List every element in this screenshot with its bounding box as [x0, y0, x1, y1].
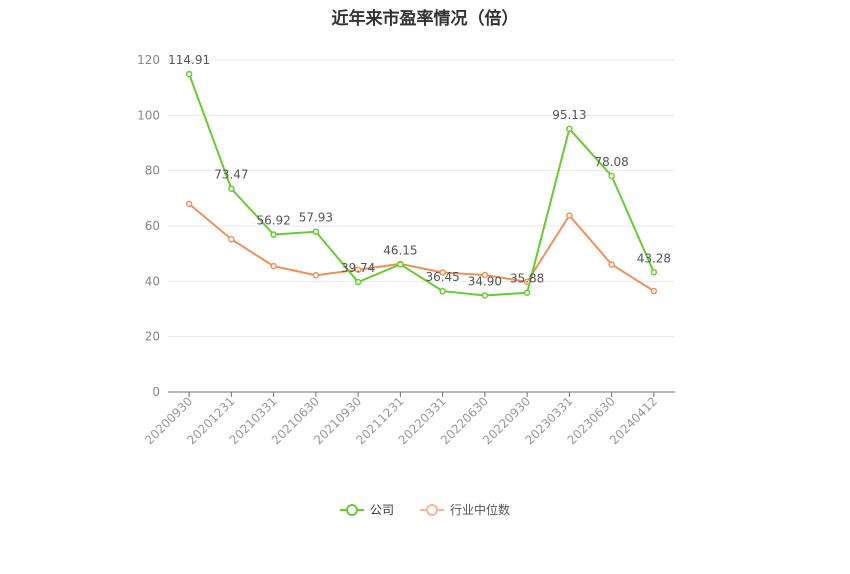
data-point[interactable]	[523, 289, 531, 296]
data-point[interactable]	[270, 262, 277, 270]
data-point[interactable]	[228, 236, 235, 243]
legend-swatch-company	[339, 503, 364, 517]
data-point[interactable]	[481, 271, 489, 279]
data-label: 95.13	[552, 108, 586, 122]
data-label: 73.47	[214, 168, 248, 182]
data-point[interactable]	[354, 266, 362, 273]
data-point[interactable]	[650, 287, 658, 295]
data-label: 56.92	[256, 214, 290, 228]
data-point[interactable]	[566, 125, 573, 133]
y-tick-label: 60	[145, 219, 160, 233]
y-tick-label: 80	[145, 164, 160, 178]
data-label: 78.08	[594, 155, 628, 169]
data-label: 57.93	[299, 211, 333, 225]
data-label: 39.74	[341, 261, 375, 275]
data-label: 43.28	[637, 251, 671, 265]
data-point[interactable]	[608, 172, 615, 180]
series-line-industry-median	[188, 203, 655, 292]
y-tick-label: 40	[145, 274, 160, 288]
legend-item-industry-median[interactable]: 行业中位数	[420, 501, 510, 518]
y-tick-label: 0	[152, 385, 160, 399]
data-point[interactable]	[228, 185, 235, 192]
data-point[interactable]	[312, 271, 320, 279]
data-label: 114.91	[168, 53, 210, 67]
chart-title: 近年来市盈率情况（倍）	[331, 9, 519, 29]
data-point[interactable]	[439, 287, 446, 295]
data-point[interactable]	[185, 200, 193, 208]
data-point[interactable]	[397, 261, 404, 268]
data-point[interactable]	[185, 70, 193, 78]
data-point[interactable]	[566, 212, 573, 219]
data-point[interactable]	[270, 231, 277, 238]
data-point[interactable]	[312, 228, 320, 235]
series-line-company	[188, 73, 655, 297]
y-tick-label: 20	[145, 330, 160, 344]
y-tick-label: 120	[137, 53, 160, 67]
data-point[interactable]	[650, 269, 658, 276]
legend-item-company[interactable]: 公司	[339, 501, 394, 518]
data-point[interactable]	[608, 261, 615, 268]
data-label: 34.90	[468, 274, 502, 288]
data-point[interactable]	[481, 292, 489, 299]
data-label: 46.15	[383, 243, 417, 257]
legend: 公司 行业中位数	[0, 501, 850, 518]
legend-label-company: 公司	[369, 503, 394, 517]
data-label: 36.45	[425, 270, 459, 284]
data-label: 35.88	[510, 272, 544, 286]
data-point[interactable]	[439, 269, 446, 276]
legend-swatch-industry-median	[420, 503, 444, 517]
data-point[interactable]	[354, 278, 362, 286]
y-tick-label: 100	[137, 108, 160, 122]
legend-label-industry-median: 行业中位数	[450, 503, 511, 517]
